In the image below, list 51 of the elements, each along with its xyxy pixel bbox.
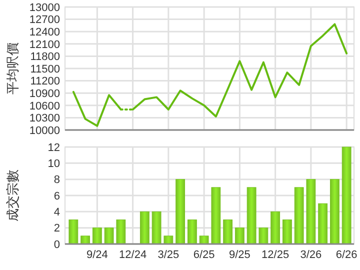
bar: [80, 236, 90, 244]
bar: [116, 220, 126, 244]
bar: [176, 179, 186, 244]
bar: [152, 211, 162, 244]
bar: [164, 236, 174, 244]
x-tick-label: 9/25: [228, 249, 250, 261]
x-tick-label: 9/24: [86, 249, 108, 261]
y-tick-label: 11200: [30, 76, 60, 88]
bar: [270, 211, 280, 244]
y-tick-label: 10300: [29, 112, 60, 125]
bar: [187, 220, 197, 244]
y-tick-label: 12700: [29, 14, 60, 26]
bar: [92, 228, 102, 244]
bar: [104, 228, 114, 244]
y-tick-label: 10600: [29, 100, 60, 112]
bar: [294, 187, 304, 244]
bar: [223, 220, 233, 244]
y-axis-title: 平均呎價: [5, 42, 20, 94]
bar: [140, 211, 150, 244]
y-tick-label: 12400: [29, 26, 60, 38]
bar: [306, 179, 316, 244]
y-tick-label: 11800: [30, 51, 60, 64]
y-tick-label: 11500: [30, 63, 60, 76]
x-tick-label: 3/25: [158, 249, 180, 261]
bar: [318, 203, 328, 244]
y-tick-label: 4: [54, 206, 60, 219]
y-tick-label: 0: [54, 238, 60, 251]
bar: [330, 179, 340, 244]
bar: [199, 236, 209, 244]
bar: [282, 220, 292, 244]
x-tick-label: 6/26: [336, 249, 358, 261]
bar: [68, 220, 78, 244]
y-tick-label: 6: [54, 190, 60, 202]
y-tick-label: 10000: [29, 124, 60, 137]
x-tick-label: 12/24: [119, 249, 147, 261]
y-tick-label: 10: [48, 158, 60, 170]
bar: [258, 228, 268, 244]
y-tick-label: 12100: [29, 38, 60, 51]
bar: [342, 146, 352, 244]
y-tick-label: 8: [54, 174, 60, 186]
y-tick-label: 12: [48, 142, 60, 154]
bar: [246, 187, 256, 244]
bar: [211, 187, 221, 244]
x-tick-label: 3/26: [300, 249, 322, 261]
x-tick-label: 12/25: [262, 249, 290, 261]
y-axis-title: 成交宗數: [5, 170, 20, 222]
x-tick-label: 6/25: [193, 249, 215, 261]
y-tick-label: 10900: [29, 88, 60, 100]
bar: [234, 228, 244, 244]
y-tick-label: 2: [54, 222, 60, 235]
y-tick-label: 13000: [29, 2, 60, 14]
